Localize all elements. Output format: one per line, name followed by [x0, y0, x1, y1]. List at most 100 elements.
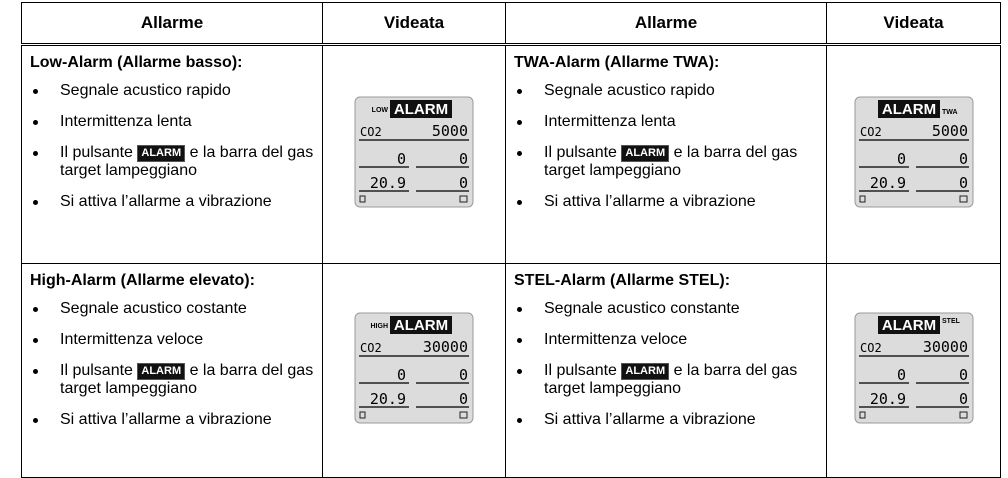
sensor-reading: 20.9	[370, 174, 406, 192]
screen-cell: ALARM TWA CO2 5000 0 0 20.9 0	[826, 44, 1001, 264]
column-header: Videata	[826, 2, 1001, 46]
item-text: Si attiva l’allarme a vibrazione	[544, 193, 756, 210]
alarm-title: TWA-Alarm (Allarme TWA):	[514, 54, 720, 71]
alarm-item: Si attiva l’allarme a vibrazione	[514, 193, 818, 211]
item-text: Si attiva l’allarme a vibrazione	[544, 411, 756, 428]
header-row: Allarme Videata Allarme Videata	[21, 2, 1001, 46]
alarm-button: ALARM	[137, 145, 186, 162]
sensor-reading: 20.9	[370, 390, 406, 408]
alarm-list: Segnale acustico constante Intermittenza …	[514, 300, 818, 429]
alarm-suffix: TWA	[942, 109, 958, 116]
screen-cell: ALARM LOW CO2 5000 0 0 20.9 0	[322, 44, 506, 264]
item-text: Segnale acustico rapido	[60, 82, 231, 99]
alarm-item: Il pulsante ALARM e la barra del gas tar…	[30, 144, 314, 180]
alarm-item: Il pulsante ALARM e la barra del gas tar…	[514, 144, 818, 180]
sensor-reading: 0	[958, 366, 967, 384]
alarm-item: Segnale acustico costante	[30, 300, 314, 318]
column-header: Allarme	[21, 2, 323, 46]
item-text: Intermittenza veloce	[60, 331, 204, 348]
item-text: e la barra del gas target lampeggiano	[60, 144, 314, 179]
alarm-title: STEL-Alarm (Allarme STEL):	[514, 272, 731, 289]
alarm-button: ALARM	[621, 363, 670, 380]
sensor-reading: 0	[958, 390, 967, 408]
sensor-reading: 0	[958, 174, 967, 192]
sensor-reading: 0	[397, 150, 406, 168]
alarm-item: Segnale acustico constante	[514, 300, 818, 318]
item-text: e la barra del gas target lampeggiano	[544, 362, 798, 397]
lcd-background	[854, 312, 973, 424]
alarm-item: Segnale acustico rapido	[30, 82, 314, 100]
alarm-button: ALARM	[621, 145, 670, 162]
sensor-reading: 0	[459, 366, 468, 384]
screen-cell: ALARM STEL CO2 30000 0 0 20.9 0	[826, 263, 1001, 478]
alarm-item: Il pulsante ALARM e la barra del gas tar…	[30, 362, 314, 398]
alarm-item: Si attiva l’allarme a vibrazione	[514, 411, 818, 429]
device-screen: ALARM STEL CO2 30000 0 0 20.9 0	[854, 312, 973, 424]
alarm-table: Allarme Videata Allarme Videata Low-Alarm (…	[21, 2, 1001, 478]
item-text: Intermittenza lenta	[544, 113, 676, 130]
lcd-background	[854, 96, 973, 208]
battery-icon	[459, 195, 468, 203]
alarm-list: Segnale acustico costante Intermittenza v…	[30, 300, 314, 429]
item-text: Il pulsante	[60, 362, 133, 379]
lock-icon	[359, 411, 366, 419]
alarm-label-box	[390, 316, 452, 334]
alarm-label-box	[390, 100, 452, 118]
lock-icon	[859, 411, 865, 419]
alarm-item: Intermittenza lenta	[514, 113, 818, 131]
alarm-list: Segnale acustico rapido Intermittenza len…	[514, 82, 818, 211]
gas-name: CO2	[860, 341, 882, 355]
gas-reading: 30000	[922, 338, 967, 356]
item-text: Segnale acustico costante	[60, 300, 247, 317]
battery-icon	[959, 195, 967, 203]
sensor-reading: 0	[459, 390, 468, 408]
item-text: Segnale acustico rapido	[544, 82, 715, 99]
alarm-item: Il pulsante ALARM e la barra del gas tar…	[514, 362, 818, 398]
table-row: Low-Alarm (Allarme basso): Segnale acusti…	[21, 44, 1001, 264]
alarm-cell: STEL-Alarm (Allarme STEL): Segnale acusti…	[505, 263, 827, 478]
lcd-background	[354, 312, 474, 424]
column-header: Allarme	[505, 2, 827, 46]
item-text: Segnale acustico constante	[544, 300, 740, 317]
item-text: Si attiva l’allarme a vibrazione	[60, 411, 272, 428]
alarm-prefix: LOW	[372, 107, 389, 114]
sensor-reading: 0	[896, 366, 905, 384]
device-screen: ALARM HIGH CO2 30000 0 0 20.9 0	[354, 312, 474, 424]
screen-cell: ALARM HIGH CO2 30000 0 0 20.9 0	[322, 263, 506, 478]
alarm-label: ALARM	[881, 317, 935, 334]
item-text: Intermittenza lenta	[60, 113, 192, 130]
alarm-cell: TWA-Alarm (Allarme TWA): Segnale acustico…	[505, 44, 827, 264]
item-text: Il pulsante	[544, 362, 617, 379]
alarm-prefix: HIGH	[371, 323, 389, 330]
item-text: e la barra del gas target lampeggiano	[544, 144, 798, 179]
alarm-label: ALARM	[881, 101, 935, 118]
gas-reading: 5000	[432, 122, 468, 140]
sensor-reading: 0	[896, 150, 905, 168]
gas-name: CO2	[360, 125, 382, 139]
table-row: High-Alarm (Allarme elevato): Segnale acu…	[21, 263, 1001, 478]
battery-icon	[459, 411, 468, 419]
lcd-background	[354, 96, 474, 208]
alarm-cell: Low-Alarm (Allarme basso): Segnale acusti…	[21, 44, 323, 264]
alarm-label-box	[877, 100, 940, 118]
alarm-suffix: STEL	[942, 318, 961, 325]
alarm-item: Si attiva l’allarme a vibrazione	[30, 193, 314, 211]
alarm-item: Segnale acustico rapido	[514, 82, 818, 100]
sensor-reading: 0	[397, 366, 406, 384]
alarm-title: Low-Alarm (Allarme basso):	[30, 54, 243, 71]
alarm-item: Si attiva l’allarme a vibrazione	[30, 411, 314, 429]
sensor-reading: 0	[459, 174, 468, 192]
alarm-button: ALARM	[137, 363, 186, 380]
item-text: Il pulsante	[60, 144, 133, 161]
alarm-title: High-Alarm (Allarme elevato):	[30, 272, 255, 289]
gas-reading: 30000	[423, 338, 468, 356]
item-text: Intermittenza veloce	[544, 331, 688, 348]
item-text: Il pulsante	[544, 144, 617, 161]
lock-icon	[359, 195, 366, 203]
alarm-cell: High-Alarm (Allarme elevato): Segnale acu…	[21, 263, 323, 478]
sensor-reading: 0	[958, 150, 967, 168]
alarm-list: Segnale acustico rapido Intermittenza len…	[30, 82, 314, 211]
item-text: Si attiva l’allarme a vibrazione	[60, 193, 272, 210]
device-screen: ALARM LOW CO2 5000 0 0 20.9 0	[354, 96, 474, 208]
